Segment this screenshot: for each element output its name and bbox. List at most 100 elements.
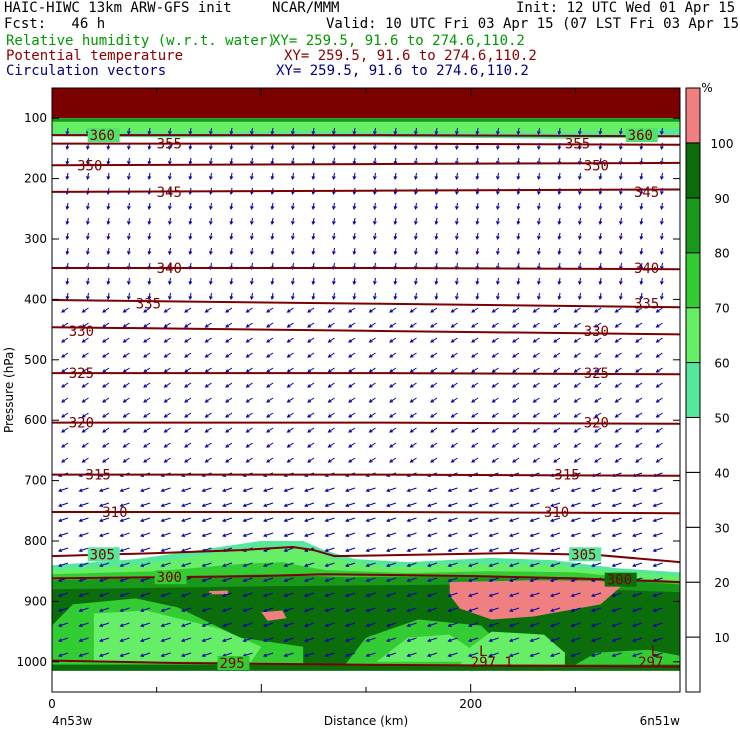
wind-vector: [430, 322, 438, 328]
wind-vector-head: [611, 593, 616, 597]
wind-vector-head: [283, 488, 288, 492]
wind-vector-head: [447, 623, 452, 627]
wind-vector: [102, 382, 110, 388]
wind-vector: [82, 457, 89, 463]
wind-vector: [612, 487, 622, 492]
theta-contour-335: [51, 299, 681, 309]
wind-vector-head: [332, 206, 336, 211]
wind-vector-head: [578, 281, 582, 286]
wind-vector: [99, 562, 110, 567]
wind-vector-head: [430, 354, 435, 358]
wind-vector-head: [652, 518, 657, 522]
wind-vector: [615, 307, 622, 313]
wind-vector-head: [414, 146, 418, 151]
wind-vector: [266, 367, 274, 373]
wind-vector-head: [373, 221, 377, 226]
wind-vector-head: [86, 161, 90, 166]
wind-vector-head: [639, 296, 644, 301]
theta-label-360: 360: [90, 128, 115, 144]
wind-vector-head: [181, 533, 186, 537]
wind-vector-head: [307, 414, 312, 418]
wind-vector: [410, 307, 417, 313]
wind-vector: [222, 487, 233, 492]
wind-vector-head: [655, 354, 660, 358]
wind-vector: [161, 637, 171, 642]
wind-vector-head: [619, 206, 623, 211]
wind-vector-head: [163, 324, 168, 328]
wind-vector-head: [632, 563, 637, 567]
wind-vector-head: [635, 354, 640, 358]
wind-vector-head: [591, 533, 596, 537]
wind-vector-head: [245, 354, 250, 358]
wind-vector: [448, 592, 458, 597]
wind-vector-head: [81, 414, 86, 418]
wind-vector-head: [373, 176, 377, 181]
wind-vector: [468, 562, 479, 567]
wind-vector: [471, 367, 479, 373]
wind-vector-head: [591, 638, 596, 642]
wind-vector-head: [242, 578, 247, 582]
wind-vector-head: [635, 339, 640, 343]
wind-vector: [345, 652, 356, 657]
wind-vector: [243, 607, 253, 612]
wind-vector-head: [304, 638, 309, 642]
wind-vector: [369, 412, 376, 418]
wind-vector-head: [204, 399, 209, 403]
wind-vector: [612, 622, 622, 627]
wind-vector: [471, 307, 479, 313]
wind-vector-head: [122, 324, 127, 328]
colorbar-label: 20: [714, 576, 729, 590]
wind-vector-head: [532, 459, 537, 463]
wind-vector-head: [475, 281, 480, 286]
wind-vector: [489, 637, 499, 642]
wind-vector: [120, 652, 130, 657]
wind-vector: [533, 367, 540, 373]
wind-vector-head: [163, 414, 168, 418]
wind-vector: [61, 367, 69, 373]
wind-vector-head: [229, 146, 234, 151]
wind-vector-head: [475, 206, 480, 211]
wind-vector-head: [225, 309, 230, 313]
wind-vector-head: [414, 296, 418, 301]
wind-vector-head: [184, 459, 189, 463]
wind-vector: [389, 307, 397, 313]
wind-vector-head: [386, 578, 391, 582]
wind-vector-head: [345, 653, 350, 657]
wind-vector-head: [598, 131, 603, 136]
wind-vector: [430, 442, 438, 448]
wind-vector-head: [491, 444, 496, 448]
wind-vector-head: [471, 339, 476, 343]
wind-vector: [492, 337, 499, 343]
wind-vector-head: [291, 236, 295, 241]
wind-vector: [325, 487, 335, 492]
wind-vector: [389, 367, 397, 373]
wind-vector-head: [140, 608, 145, 612]
wind-vector-head: [488, 488, 493, 492]
wind-vector-head: [365, 488, 370, 492]
wind-vector-head: [204, 429, 209, 433]
wind-vector-head: [471, 429, 476, 433]
wind-vector: [407, 577, 417, 582]
wind-vector: [530, 517, 540, 522]
wind-vector-head: [373, 191, 377, 196]
wind-vector-head: [578, 236, 582, 241]
wind-vector-head: [406, 593, 411, 597]
wind-vector: [205, 457, 212, 463]
wind-vector: [345, 622, 356, 627]
wind-vector-head: [619, 236, 623, 241]
wind-vector-head: [409, 444, 414, 448]
wind-vector-head: [365, 593, 370, 597]
wind-vector: [140, 652, 151, 657]
wind-vector-head: [250, 281, 254, 286]
wind-vector: [553, 367, 561, 373]
wind-vector-head: [550, 488, 555, 492]
theta-label-335: 335: [136, 297, 161, 313]
wind-vector: [448, 607, 458, 612]
wind-vector: [492, 457, 499, 463]
wind-vector-head: [537, 236, 541, 241]
wind-vector-head: [509, 623, 514, 627]
wind-vector-head: [611, 638, 616, 642]
wind-vector-head: [471, 369, 476, 373]
wind-vector: [140, 502, 151, 507]
wind-vector-head: [160, 518, 165, 522]
